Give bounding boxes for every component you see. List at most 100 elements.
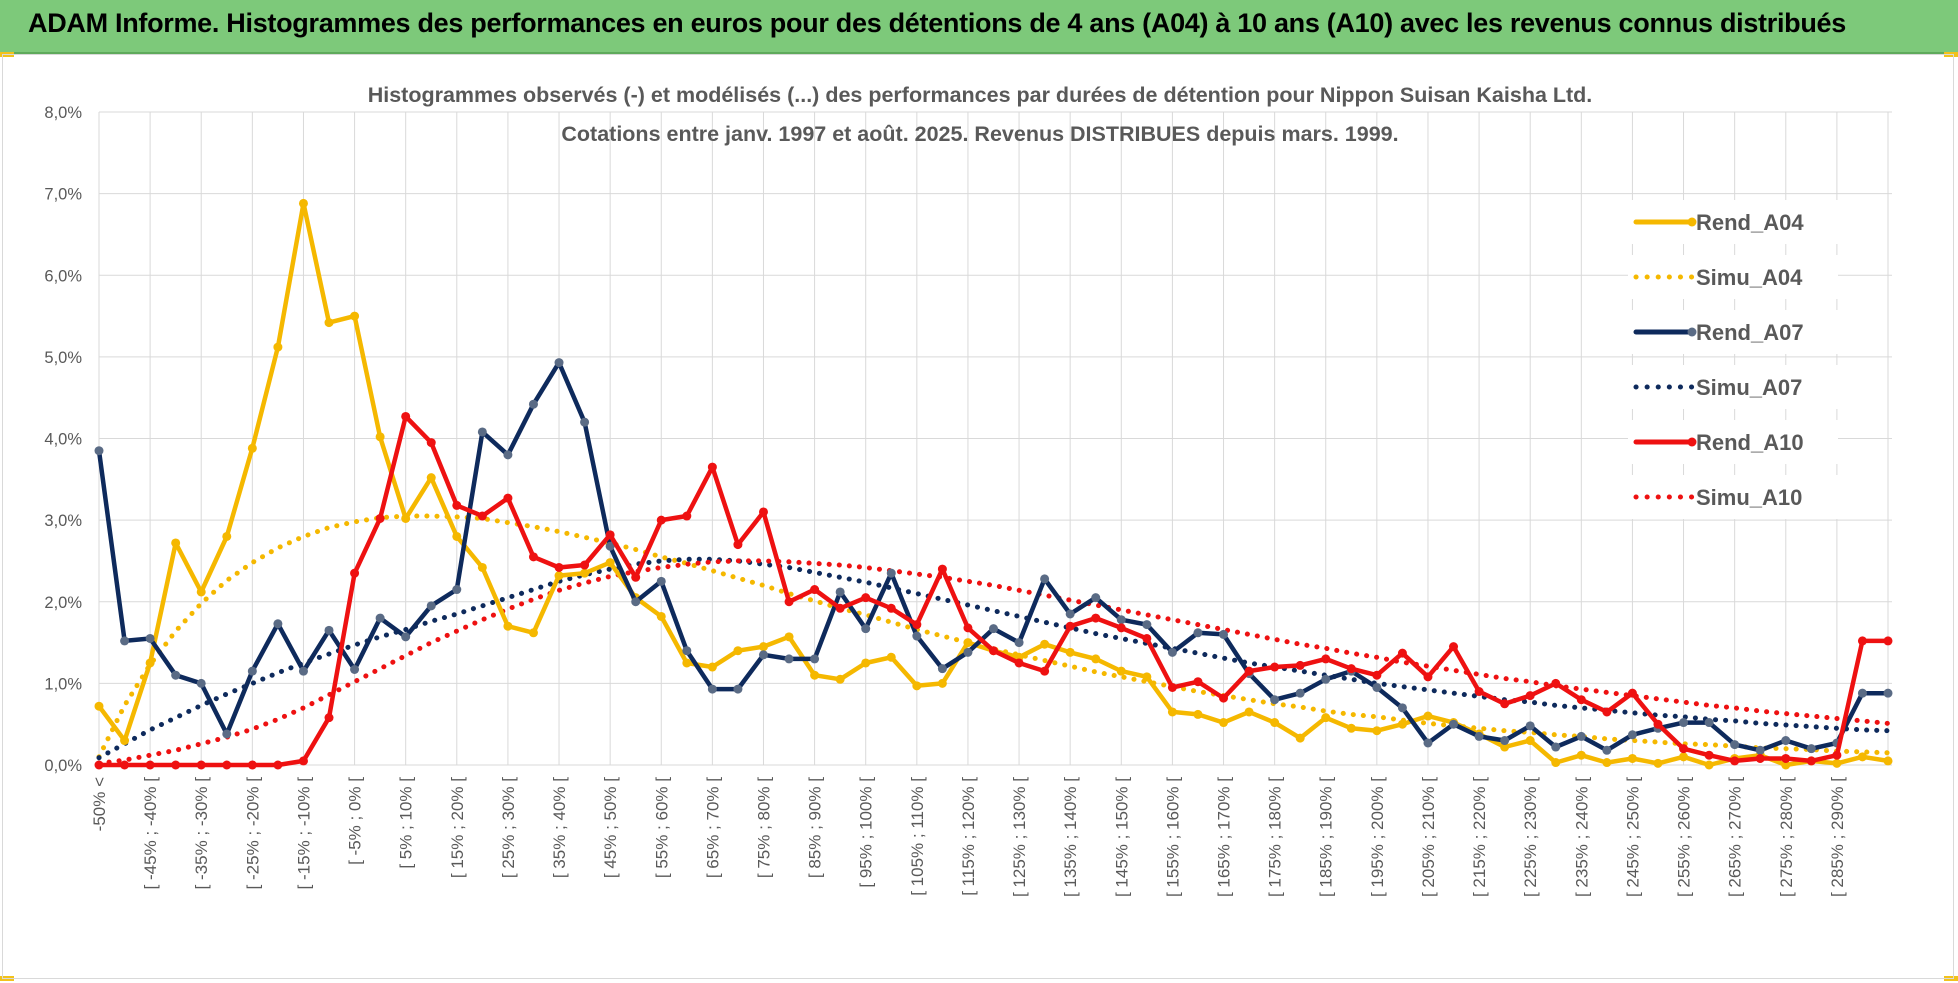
data-point bbox=[1244, 666, 1254, 676]
data-point bbox=[861, 658, 871, 668]
y-tick-label: 7,0% bbox=[44, 186, 82, 204]
data-point bbox=[94, 701, 104, 711]
data-point bbox=[452, 531, 462, 541]
data-point bbox=[989, 646, 998, 656]
x-tick-label: [ 85% ; 90% [ bbox=[806, 777, 825, 878]
data-point bbox=[375, 513, 385, 523]
data-point bbox=[273, 760, 283, 770]
data-point bbox=[503, 621, 513, 631]
data-point bbox=[1525, 691, 1535, 701]
data-point bbox=[1193, 677, 1203, 687]
data-point bbox=[1449, 642, 1459, 652]
data-point bbox=[1346, 664, 1356, 674]
data-point bbox=[682, 658, 692, 668]
x-tick-label: [ 235% ; 240% [ bbox=[1572, 777, 1591, 897]
y-tick-label: 0,0% bbox=[44, 757, 82, 775]
x-tick-label: [ 125% ; 130% [ bbox=[1010, 777, 1029, 897]
data-point bbox=[1397, 719, 1407, 729]
data-point bbox=[1500, 699, 1510, 709]
data-point bbox=[1014, 638, 1024, 648]
data-point bbox=[784, 632, 794, 642]
data-point bbox=[989, 624, 998, 634]
x-tick-label: [ 145% ; 150% [ bbox=[1112, 777, 1131, 897]
data-point bbox=[1602, 758, 1612, 768]
y-axis: 0,0% 1,0% 2,0% 3,0% 4,0% 5,0% 6,0% 7,0% 8,0% bbox=[44, 104, 82, 775]
data-point bbox=[1551, 742, 1561, 752]
data-point bbox=[1372, 670, 1382, 680]
data-point bbox=[1193, 709, 1203, 719]
series-line-rend_a07 bbox=[96, 360, 1891, 753]
legend-label: Rend_A10 bbox=[1696, 430, 1804, 455]
data-point bbox=[1474, 731, 1484, 741]
data-point bbox=[1423, 711, 1433, 721]
data-point bbox=[1653, 758, 1663, 768]
x-tick-label: [ 175% ; 180% [ bbox=[1266, 777, 1285, 897]
chart-legend: Rend_A04 Simu_A04 Rend_A07 Simu_A07 Rend_A10… bbox=[1628, 200, 1838, 519]
data-point bbox=[247, 666, 257, 676]
data-point bbox=[1142, 620, 1152, 630]
data-point bbox=[171, 760, 181, 770]
data-point bbox=[528, 628, 538, 638]
x-tick-label: [ 75% ; 80% [ bbox=[754, 777, 773, 878]
data-point bbox=[350, 664, 360, 674]
data-point bbox=[835, 674, 845, 684]
data-point bbox=[886, 568, 896, 578]
data-point bbox=[1244, 707, 1254, 717]
data-point bbox=[1142, 633, 1152, 643]
data-point bbox=[477, 562, 487, 572]
data-point bbox=[1525, 721, 1535, 731]
data-point bbox=[1116, 666, 1126, 676]
legend-marker bbox=[1687, 217, 1697, 227]
data-point bbox=[1014, 658, 1024, 668]
legend-label: Simu_A04 bbox=[1696, 265, 1803, 290]
data-point bbox=[1627, 688, 1637, 698]
data-point bbox=[1627, 753, 1637, 763]
data-point bbox=[835, 587, 845, 597]
data-point bbox=[94, 760, 104, 770]
data-point bbox=[171, 670, 181, 680]
data-point bbox=[1500, 742, 1510, 752]
data-point bbox=[196, 587, 206, 597]
data-point bbox=[298, 198, 308, 208]
data-point bbox=[324, 625, 334, 635]
chart-frame bbox=[2, 54, 1954, 979]
data-point bbox=[1832, 750, 1842, 760]
data-point bbox=[733, 684, 743, 694]
data-point bbox=[1270, 695, 1280, 705]
data-point bbox=[528, 399, 538, 409]
x-tick-label: [ 265% ; 270% [ bbox=[1726, 777, 1745, 897]
data-point bbox=[350, 568, 360, 578]
data-point bbox=[682, 646, 692, 656]
x-tick-label: [ -5% ; 0% [ bbox=[346, 777, 365, 865]
data-point bbox=[1040, 639, 1050, 649]
data-point bbox=[1040, 574, 1050, 584]
x-tick-label: [ 285% ; 290% [ bbox=[1828, 777, 1847, 897]
data-point bbox=[1806, 756, 1816, 766]
data-point bbox=[963, 638, 973, 648]
x-tick-label: [ 245% ; 250% [ bbox=[1623, 777, 1642, 897]
y-tick-label: 2,0% bbox=[44, 594, 82, 612]
data-point bbox=[810, 670, 820, 680]
y-tick-label: 6,0% bbox=[44, 267, 82, 285]
data-point bbox=[1423, 738, 1433, 748]
data-point bbox=[656, 515, 666, 525]
data-point bbox=[1883, 756, 1893, 766]
data-point bbox=[1040, 666, 1050, 676]
series-line-simu_a10 bbox=[96, 558, 1891, 766]
x-tick-label: [ 185% ; 190% [ bbox=[1317, 777, 1336, 897]
data-point bbox=[1704, 718, 1714, 728]
data-point bbox=[886, 603, 896, 613]
x-axis: -50% < [ -45% ; -40% [[ -35% ; -30% [[ -2… bbox=[90, 777, 1847, 897]
legend-marker bbox=[1687, 327, 1697, 337]
data-point bbox=[1500, 736, 1510, 746]
chart-grid bbox=[98, 111, 1892, 766]
data-point bbox=[324, 318, 334, 328]
data-point bbox=[1091, 654, 1101, 664]
data-point bbox=[452, 500, 462, 510]
data-point bbox=[1116, 623, 1126, 633]
data-point bbox=[682, 511, 692, 521]
data-point bbox=[758, 650, 768, 660]
data-point bbox=[1806, 744, 1816, 754]
data-point bbox=[1781, 760, 1791, 770]
data-point bbox=[1551, 678, 1561, 688]
